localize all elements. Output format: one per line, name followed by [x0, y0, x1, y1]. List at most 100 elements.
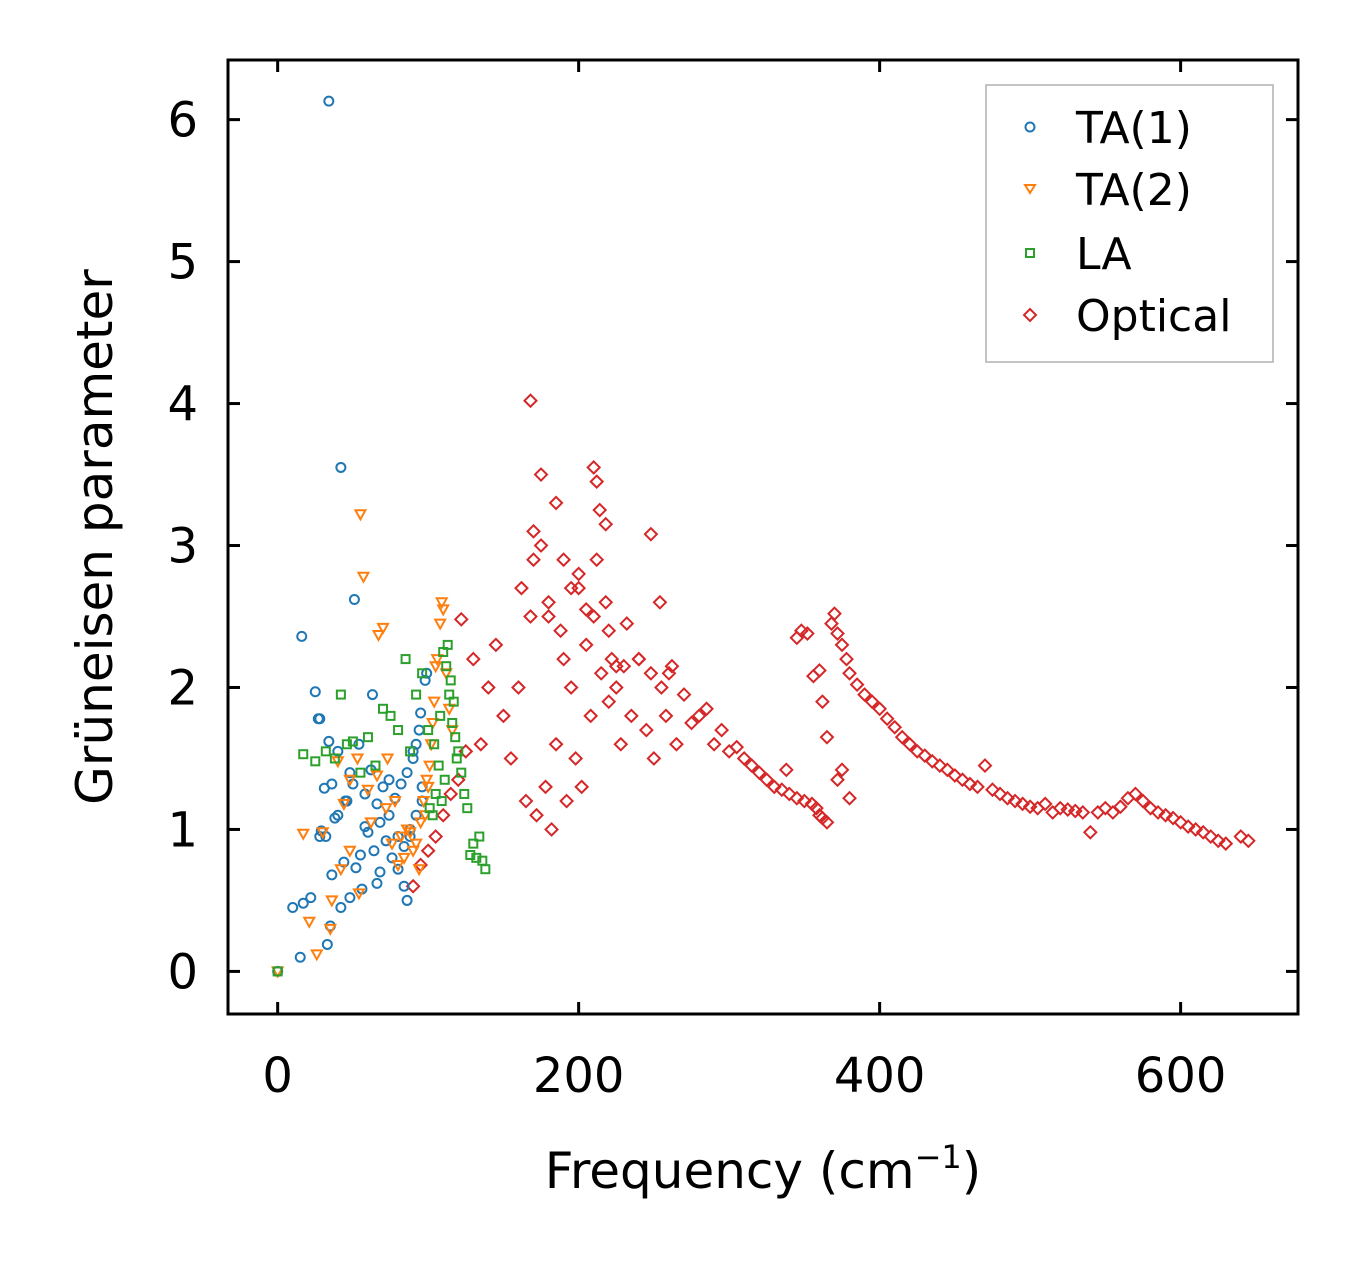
point-ta2: [427, 696, 441, 709]
point-la: [456, 767, 467, 778]
point-optical: [1015, 796, 1031, 812]
point-optical: [643, 665, 659, 681]
point-optical: [556, 552, 572, 568]
point-ta1: [398, 880, 410, 892]
point-optical: [834, 762, 850, 778]
point-ta1: [335, 902, 347, 914]
legend-label-ta2: TA(2): [1075, 165, 1192, 216]
point-optical: [598, 516, 614, 532]
point-ta1: [401, 767, 413, 779]
point-optical: [1203, 829, 1219, 844]
point-la: [400, 654, 411, 665]
point-optical: [824, 616, 839, 632]
point-optical: [1097, 800, 1113, 816]
point-la: [385, 710, 396, 721]
point-ta2: [385, 838, 399, 851]
point-optical: [962, 776, 978, 792]
point-optical: [744, 758, 760, 773]
point-optical: [684, 715, 699, 731]
point-ta2: [419, 774, 434, 787]
point-optical: [533, 467, 549, 482]
point-ta1: [350, 862, 362, 874]
axis-ticks: 0 200 400 600 0 1 2 3 4 5 6: [167, 60, 1298, 1104]
point-optical: [736, 751, 752, 766]
point-optical: [1195, 824, 1211, 840]
point-optical: [643, 526, 659, 542]
point-ta1: [395, 778, 407, 790]
point-optical: [1180, 819, 1196, 835]
point-optical: [443, 786, 459, 802]
point-la: [448, 696, 459, 707]
point-ta2: [380, 753, 395, 766]
point-optical: [631, 651, 647, 667]
point-ta1: [354, 849, 366, 861]
point-la: [450, 732, 461, 743]
point-optical: [819, 814, 835, 830]
point-optical: [503, 751, 519, 766]
point-ta2: [376, 622, 390, 635]
point-ta2: [394, 831, 408, 844]
legend-marker-la: [1025, 248, 1035, 258]
point-optical: [435, 807, 451, 823]
point-optical: [839, 651, 854, 667]
point-optical: [593, 665, 609, 681]
point-la: [459, 788, 470, 799]
point-optical: [589, 552, 605, 568]
point-optical: [827, 606, 842, 622]
point-ta2: [422, 760, 437, 773]
point-ta1: [323, 95, 335, 107]
point-ta1: [404, 831, 416, 843]
point-optical: [793, 623, 809, 639]
point-la: [480, 864, 491, 875]
point-la: [329, 753, 340, 764]
point-ta2: [433, 618, 447, 631]
point-optical: [751, 765, 767, 781]
point-ta2: [343, 845, 357, 858]
point-optical: [601, 694, 617, 710]
point-ta2: [430, 654, 444, 667]
point-ta1: [326, 869, 338, 881]
point-ta1: [383, 809, 395, 821]
legend-marker-optical: [1022, 307, 1038, 323]
point-la: [451, 753, 462, 764]
point-optical: [526, 523, 541, 539]
point-la: [423, 725, 434, 736]
point-la: [439, 774, 450, 785]
point-optical: [568, 751, 584, 766]
point-optical: [541, 594, 556, 610]
point-ta2: [356, 571, 371, 584]
point-la: [411, 689, 422, 700]
point-optical: [729, 739, 745, 755]
point-optical: [796, 793, 812, 809]
point-la: [462, 803, 473, 814]
x-axis-title: Frequency (cm−1): [545, 1138, 982, 1200]
point-optical: [842, 790, 857, 806]
point-optical: [654, 680, 669, 695]
y-axis-title: Grüneisen parameter: [66, 269, 124, 805]
point-optical: [894, 729, 910, 745]
point-la: [417, 668, 428, 679]
point-ta2: [412, 864, 426, 877]
point-ta1: [294, 951, 306, 963]
point-ta2: [406, 845, 420, 858]
point-optical: [830, 772, 845, 788]
point-ta2: [388, 796, 402, 809]
point-optical: [1218, 836, 1234, 852]
point-ta2: [371, 629, 386, 643]
point-optical: [809, 800, 824, 816]
x-tick-label: 200: [533, 1048, 625, 1104]
point-ta2: [425, 717, 440, 731]
point-optical: [699, 701, 714, 717]
point-ta2: [310, 949, 324, 962]
point-ta1: [314, 713, 326, 725]
point-la: [370, 760, 381, 771]
point-optical: [1173, 814, 1189, 830]
point-ta1: [344, 892, 356, 904]
point-la: [341, 739, 352, 750]
point-ta1: [326, 778, 338, 790]
point-optical: [420, 843, 436, 859]
point-optical: [658, 708, 674, 724]
point-ta1: [335, 461, 347, 473]
point-ta1: [332, 809, 344, 821]
point-optical: [909, 743, 925, 759]
